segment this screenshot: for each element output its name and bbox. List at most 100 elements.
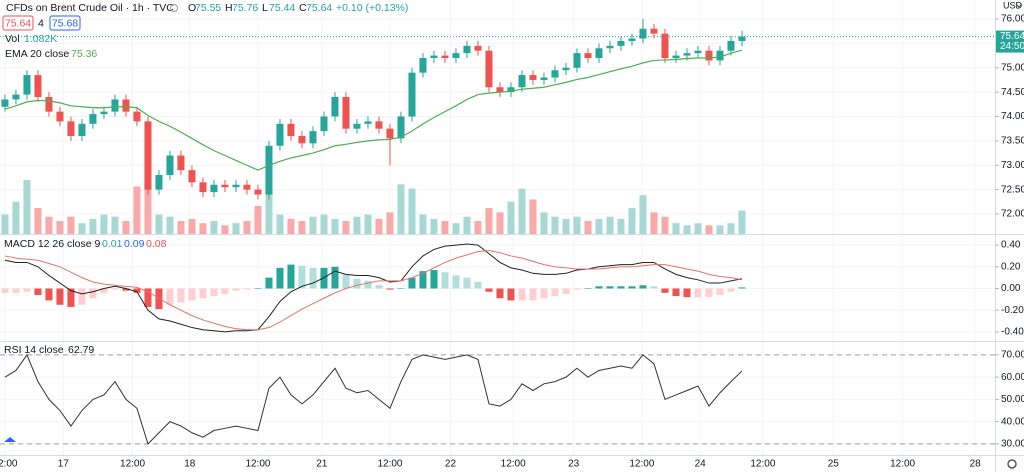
volume-bar — [210, 221, 218, 234]
macd-histogram-bar — [199, 288, 207, 299]
volume-bar — [672, 223, 680, 234]
candle-body — [672, 55, 680, 59]
macd-histogram-bar — [331, 266, 339, 289]
macd-histogram-bar — [67, 288, 75, 307]
ema-line — [4, 49, 743, 171]
candle-body — [485, 50, 493, 88]
volume-bar — [122, 221, 130, 234]
y-tick-label: 40.00 — [1001, 416, 1024, 427]
macd-histogram-bar — [430, 270, 438, 289]
macd-histogram-bar — [375, 285, 383, 289]
candle-body — [331, 97, 339, 117]
ohlc-value: 75.64 — [306, 2, 332, 14]
volume-bar — [683, 225, 691, 234]
logo-icon — [4, 437, 16, 442]
macd-histogram-bar — [705, 288, 713, 298]
x-tick-label: 23 — [568, 459, 580, 470]
bid-price[interactable]: 75.64 — [5, 17, 31, 29]
candle-body — [342, 97, 350, 129]
candle-body — [507, 87, 515, 93]
x-tick-label: 12:00 — [377, 459, 402, 470]
rsi-value: 62.79 — [68, 344, 94, 356]
candle-body — [100, 111, 108, 115]
candle-body — [1, 99, 9, 107]
macd-histogram-bar — [606, 286, 614, 289]
macd-histogram-bar — [265, 277, 273, 289]
candle-body — [639, 28, 647, 39]
bid-box[interactable] — [2, 15, 34, 31]
ohlc-value: 75.76 — [232, 2, 258, 14]
macd-histogram-bar — [419, 271, 427, 289]
ask-box[interactable] — [49, 15, 81, 31]
x-tick-label: 12:00 — [750, 459, 775, 470]
macd-histogram-bar — [309, 267, 317, 289]
volume-bar — [23, 180, 31, 234]
macd-histogram-bar — [628, 286, 636, 289]
macd-histogram-bar — [573, 288, 581, 290]
volume-bar — [67, 216, 75, 234]
candle-body — [23, 75, 31, 95]
volume-bar — [573, 216, 581, 234]
x-tick-label: 17 — [58, 459, 70, 470]
ohlc-name: O — [188, 2, 196, 14]
volume-bar — [408, 188, 416, 234]
macd-histogram-bar — [1, 288, 9, 293]
candle-body — [199, 182, 207, 193]
candle-body — [78, 123, 86, 137]
ohlc-name: L — [262, 2, 268, 14]
candle-body — [540, 77, 548, 80]
macd-histogram-bar — [463, 277, 471, 289]
macd-histogram-bar — [661, 288, 669, 293]
volume-bar — [342, 221, 350, 234]
candle-body — [441, 55, 449, 59]
ohlc-name: H — [225, 2, 233, 14]
macd-histogram-bar — [694, 288, 702, 298]
macd-histogram-bar — [617, 286, 625, 289]
settings-icon[interactable] — [1007, 459, 1017, 469]
macd-histogram-bar — [551, 288, 559, 297]
candle-body — [232, 184, 240, 188]
macd-histogram-bar — [562, 288, 570, 294]
macd-histogram-bar — [210, 288, 218, 297]
y-tick-label: 0.40 — [1001, 240, 1021, 251]
candle-body — [661, 33, 669, 59]
ohlc-value: 75.44 — [269, 2, 295, 14]
candle-body — [529, 75, 537, 80]
volume-bar — [331, 218, 339, 234]
candle-body — [67, 121, 75, 137]
volume-bar — [551, 216, 559, 234]
volume-bar — [320, 214, 328, 234]
macd-histogram-bar — [353, 278, 361, 289]
macd-histogram-bar — [529, 288, 537, 301]
macd-histogram-bar — [342, 274, 350, 289]
volume-bar — [430, 218, 438, 234]
candle-body — [606, 45, 614, 49]
macd-histogram-bar — [518, 288, 526, 301]
candle-body — [683, 53, 691, 56]
y-tick-label: 75.00 — [1001, 62, 1024, 73]
y-tick-label: 50.00 — [1001, 394, 1024, 405]
y-tick-label: -0.20 — [1001, 305, 1024, 316]
candle-body — [353, 123, 361, 129]
ask-price[interactable]: 75.68 — [52, 17, 78, 29]
macd-histogram-bar — [133, 288, 141, 293]
y-tick-label: 73.50 — [1001, 136, 1024, 147]
macd-histogram-bar — [276, 267, 284, 289]
volume-bar — [397, 184, 405, 234]
volume-bar — [133, 186, 141, 234]
candle-body — [34, 75, 42, 98]
macd-histogram-bar — [716, 288, 724, 295]
volume-bar — [1, 214, 9, 234]
candle-body — [551, 70, 559, 78]
x-tick-label: 12:00 — [890, 459, 915, 470]
macd-histogram-bar — [584, 288, 592, 289]
volume-bar — [705, 225, 713, 234]
last-price-tag — [996, 30, 1024, 53]
macd-histogram-bar — [452, 275, 460, 289]
y-tick-label: -0.40 — [1001, 327, 1024, 338]
macd-histogram-bar — [34, 288, 42, 295]
volume-bar — [375, 218, 383, 234]
macd-histogram-bar — [683, 288, 691, 298]
x-tick-label: 12:00 — [629, 459, 654, 470]
